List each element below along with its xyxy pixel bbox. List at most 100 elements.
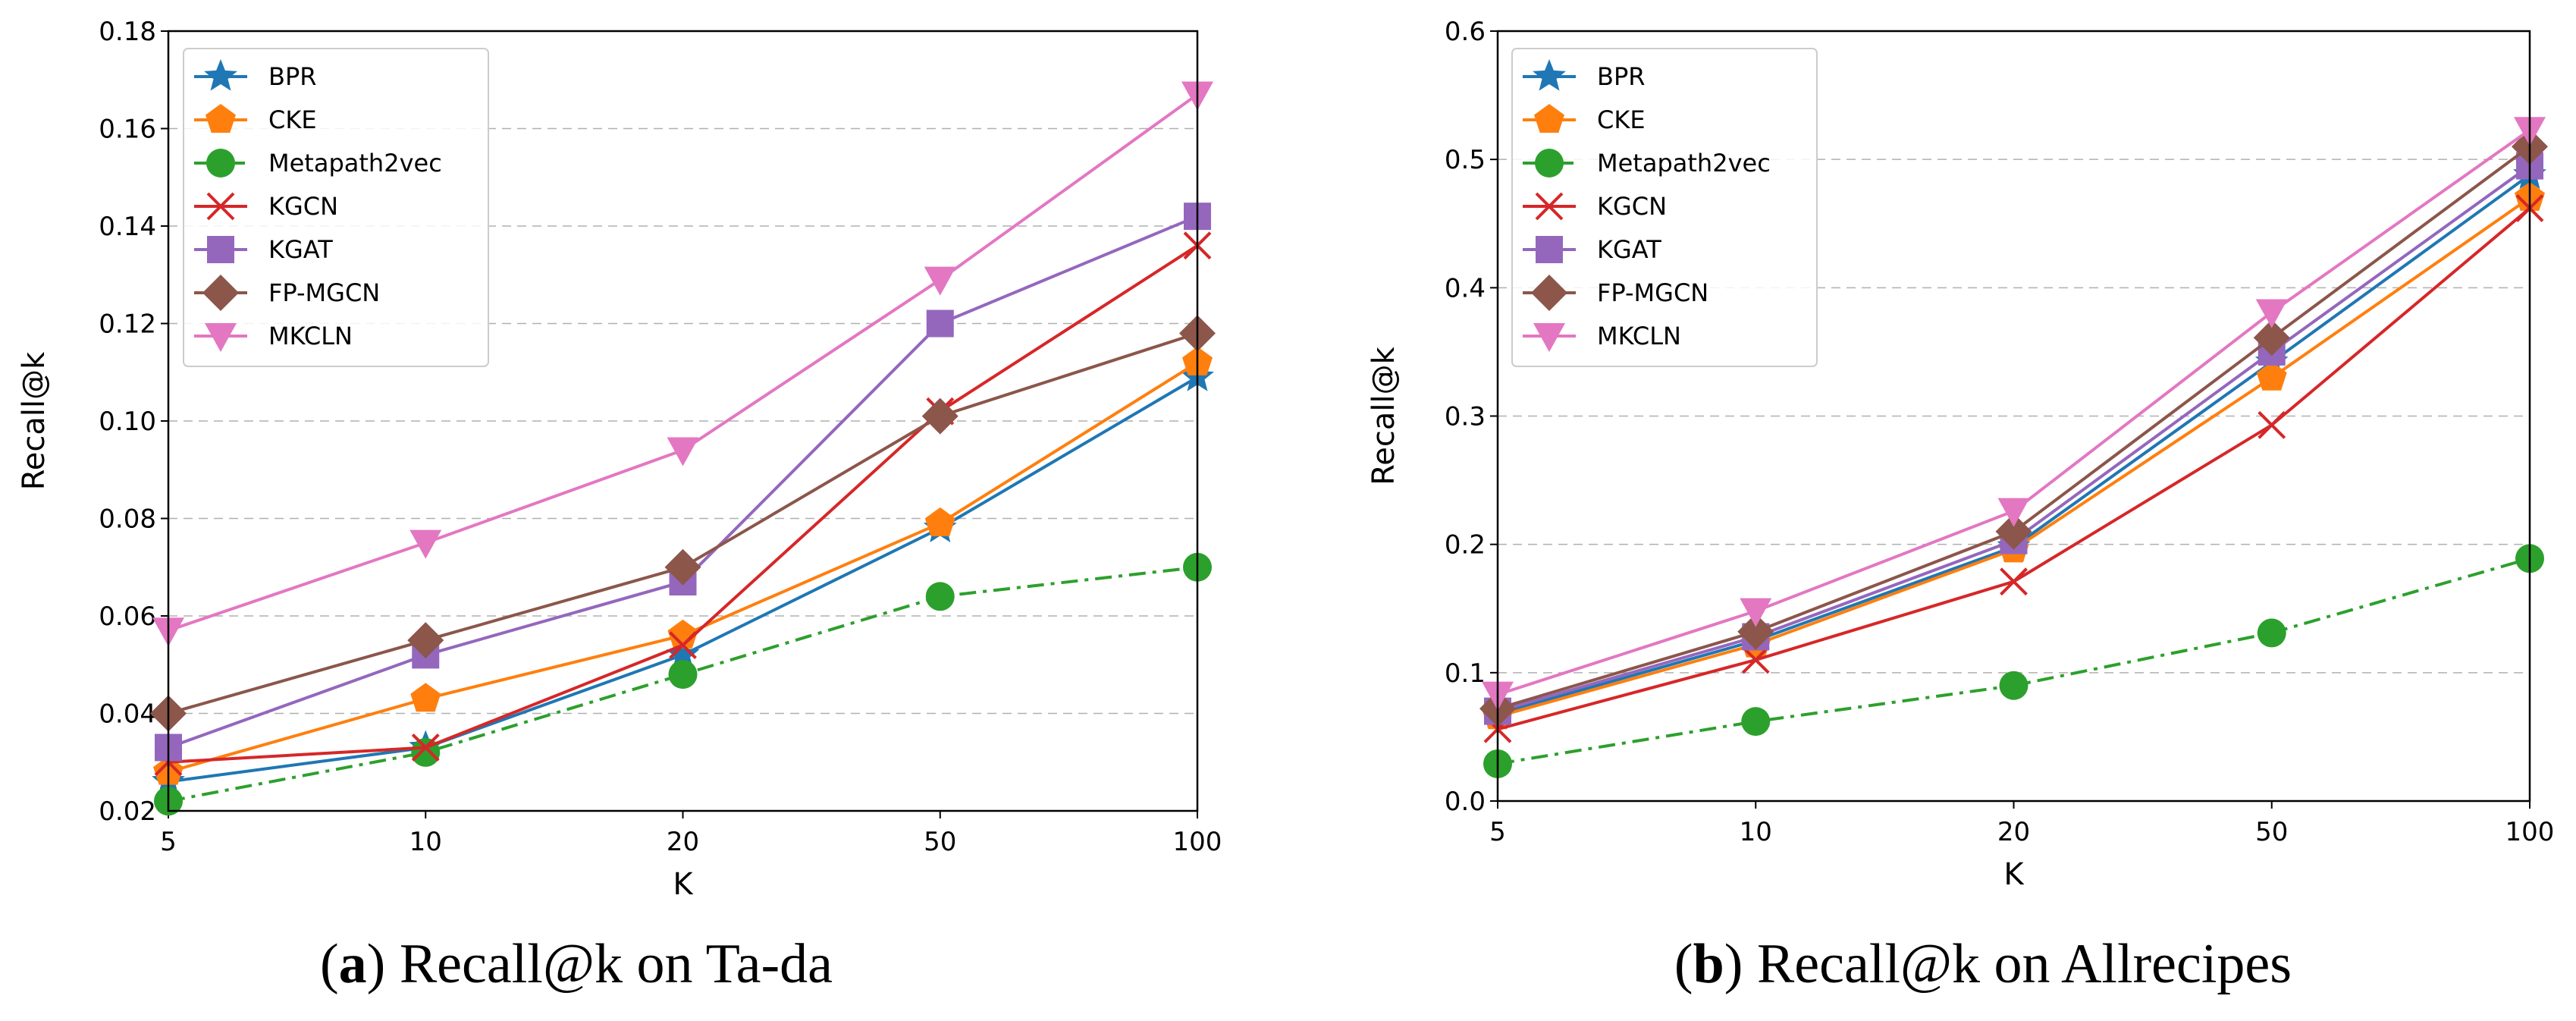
data-point-b-mkcln — [2255, 299, 2288, 328]
data-point-b-metapath2vec — [1999, 671, 2028, 700]
ytick-label-a: 0.08 — [99, 504, 156, 535]
data-point-b-kgcn — [1741, 646, 1770, 674]
legend-label-a: CKE — [268, 105, 317, 134]
legend-label-a: KGAT — [268, 235, 333, 264]
series-line-a-metapath2vec — [168, 565, 1198, 803]
legend-marker-a — [206, 192, 235, 221]
xtick-label-a: 5 — [160, 827, 177, 857]
ytick-label-a: 0.10 — [99, 407, 156, 437]
xtick-label-a: 10 — [409, 827, 442, 857]
data-point-a-cke — [924, 507, 955, 536]
data-point-b-cke — [2256, 361, 2287, 391]
plot-frame-b — [1496, 30, 2531, 803]
ytick-label-a: 0.18 — [99, 17, 156, 47]
caption-a-text: Recall@k on Ta-da — [400, 933, 833, 995]
legend-label-b: FP-MGCN — [1597, 278, 1708, 307]
caption-b: (b) Recall@k on Allrecipes — [1674, 933, 2292, 995]
data-point-b-mkcln — [1740, 598, 1772, 627]
caption-b-text: Recall@k on Allrecipes — [1757, 933, 2292, 995]
ytick-label-b: 0.2 — [1445, 530, 1486, 561]
ytick-label-b: 0.0 — [1445, 787, 1486, 817]
plot-frame-a — [167, 30, 1199, 812]
data-point-b-fp-mgcn — [2253, 319, 2290, 357]
legend-a — [183, 48, 489, 367]
data-point-b-kgcn — [2000, 567, 2028, 596]
ytick-label-a: 0.06 — [99, 602, 156, 632]
legend-marker-a — [206, 149, 235, 177]
xtick-label-a: 100 — [1173, 827, 1222, 857]
data-point-a-mkcln — [409, 529, 442, 559]
xtick-label-a: 50 — [924, 827, 956, 857]
legend-marker-b — [1535, 149, 1564, 177]
xtick-label-b: 5 — [1489, 817, 1506, 847]
ytick-label-b: 0.1 — [1445, 658, 1486, 689]
legend-marker-b — [1535, 192, 1564, 221]
legend-marker-b — [1536, 236, 1563, 263]
chart-panel-a: 0.02 0.04 0.06 0.08 0.10 0.12 0.14 0.16 0.18 5 10 2… — [17, 17, 1222, 902]
data-point-b-kgcn — [2258, 410, 2286, 439]
ytick-label-b: 0.5 — [1445, 145, 1486, 175]
data-point-a-metapath2vec — [925, 582, 955, 611]
legend-marker-a — [202, 275, 239, 311]
ytick-label-b: 0.3 — [1445, 402, 1486, 432]
legend-label-a: FP-MGCN — [268, 278, 380, 307]
data-point-b-metapath2vec — [2257, 618, 2286, 648]
ytick-label-a: 0.12 — [99, 309, 156, 340]
ytick-label-a: 0.02 — [99, 796, 156, 827]
legend-marker-b — [1533, 59, 1566, 91]
data-point-a-cke — [667, 619, 698, 649]
chart-panel-b: 0.0 0.1 0.2 0.3 0.4 0.5 0.6 5 10 20 50 100 K Recall@k… — [1366, 17, 2554, 892]
data-point-b-mkcln — [1997, 498, 2030, 527]
legend-label-b: MKCLN — [1597, 322, 1681, 350]
data-point-a-metapath2vec — [668, 660, 698, 690]
caption-a: (a) Recall@k on Ta-da — [320, 933, 833, 995]
ytick-label-b: 0.4 — [1445, 273, 1486, 303]
data-point-a-cke — [410, 683, 441, 712]
data-point-a-fp-mgcn — [407, 622, 444, 659]
xtick-label-b: 50 — [2255, 817, 2288, 847]
data-point-a-kgcn — [411, 734, 440, 762]
legend-label-a: KGCN — [268, 192, 338, 221]
legend-marker-a — [206, 104, 236, 133]
data-point-a-mkcln — [667, 437, 699, 467]
legend-label-b: CKE — [1597, 105, 1646, 134]
legend-marker-b — [1533, 323, 1565, 352]
xtick-label-b: 100 — [2505, 817, 2555, 847]
data-point-a-mkcln — [924, 266, 956, 296]
data-point-a-fp-mgcn — [921, 397, 959, 435]
y-axis-label-a: Recall@k — [17, 351, 52, 490]
legend-marker-b — [1534, 104, 1564, 133]
data-point-a-kgcn — [669, 631, 697, 659]
legend-marker-a — [207, 236, 234, 263]
data-point-a-kgat — [926, 309, 954, 338]
legend-label-b: Metapath2vec — [1597, 149, 1771, 177]
data-point-b-fp-mgcn — [1995, 513, 2032, 550]
data-point-a-bpr — [666, 637, 700, 669]
legend-marker-a — [205, 323, 237, 352]
ytick-label-b: 0.6 — [1445, 17, 1486, 47]
caption-a-letter: a — [339, 933, 367, 995]
legend-label-a: MKCLN — [268, 322, 353, 350]
ytick-label-a: 0.16 — [99, 115, 156, 145]
legend-label-a: BPR — [268, 62, 316, 91]
legend-label-b: KGCN — [1597, 192, 1667, 221]
xtick-label-b: 10 — [1740, 817, 1772, 847]
caption-b-letter: b — [1693, 933, 1724, 995]
legend-b — [1511, 48, 1818, 367]
xtick-label-b: 20 — [1997, 817, 2030, 847]
x-axis-label-a: K — [673, 867, 694, 902]
legend-marker-a — [204, 59, 237, 91]
legend-label-b: KGAT — [1597, 235, 1661, 264]
legend-label-b: BPR — [1597, 62, 1645, 91]
ytick-label-a: 0.04 — [99, 699, 156, 730]
data-point-b-fp-mgcn — [1737, 613, 1774, 650]
ytick-label-a: 0.14 — [99, 212, 156, 242]
data-point-b-metapath2vec — [1741, 707, 1771, 737]
data-point-a-fp-mgcn — [664, 548, 701, 586]
x-axis-label-b: K — [2003, 857, 2025, 892]
xtick-label-a: 20 — [667, 827, 699, 857]
legend-label-a: Metapath2vec — [268, 149, 442, 177]
legend-marker-b — [1531, 275, 1567, 311]
y-axis-label-b: Recall@k — [1366, 346, 1401, 485]
